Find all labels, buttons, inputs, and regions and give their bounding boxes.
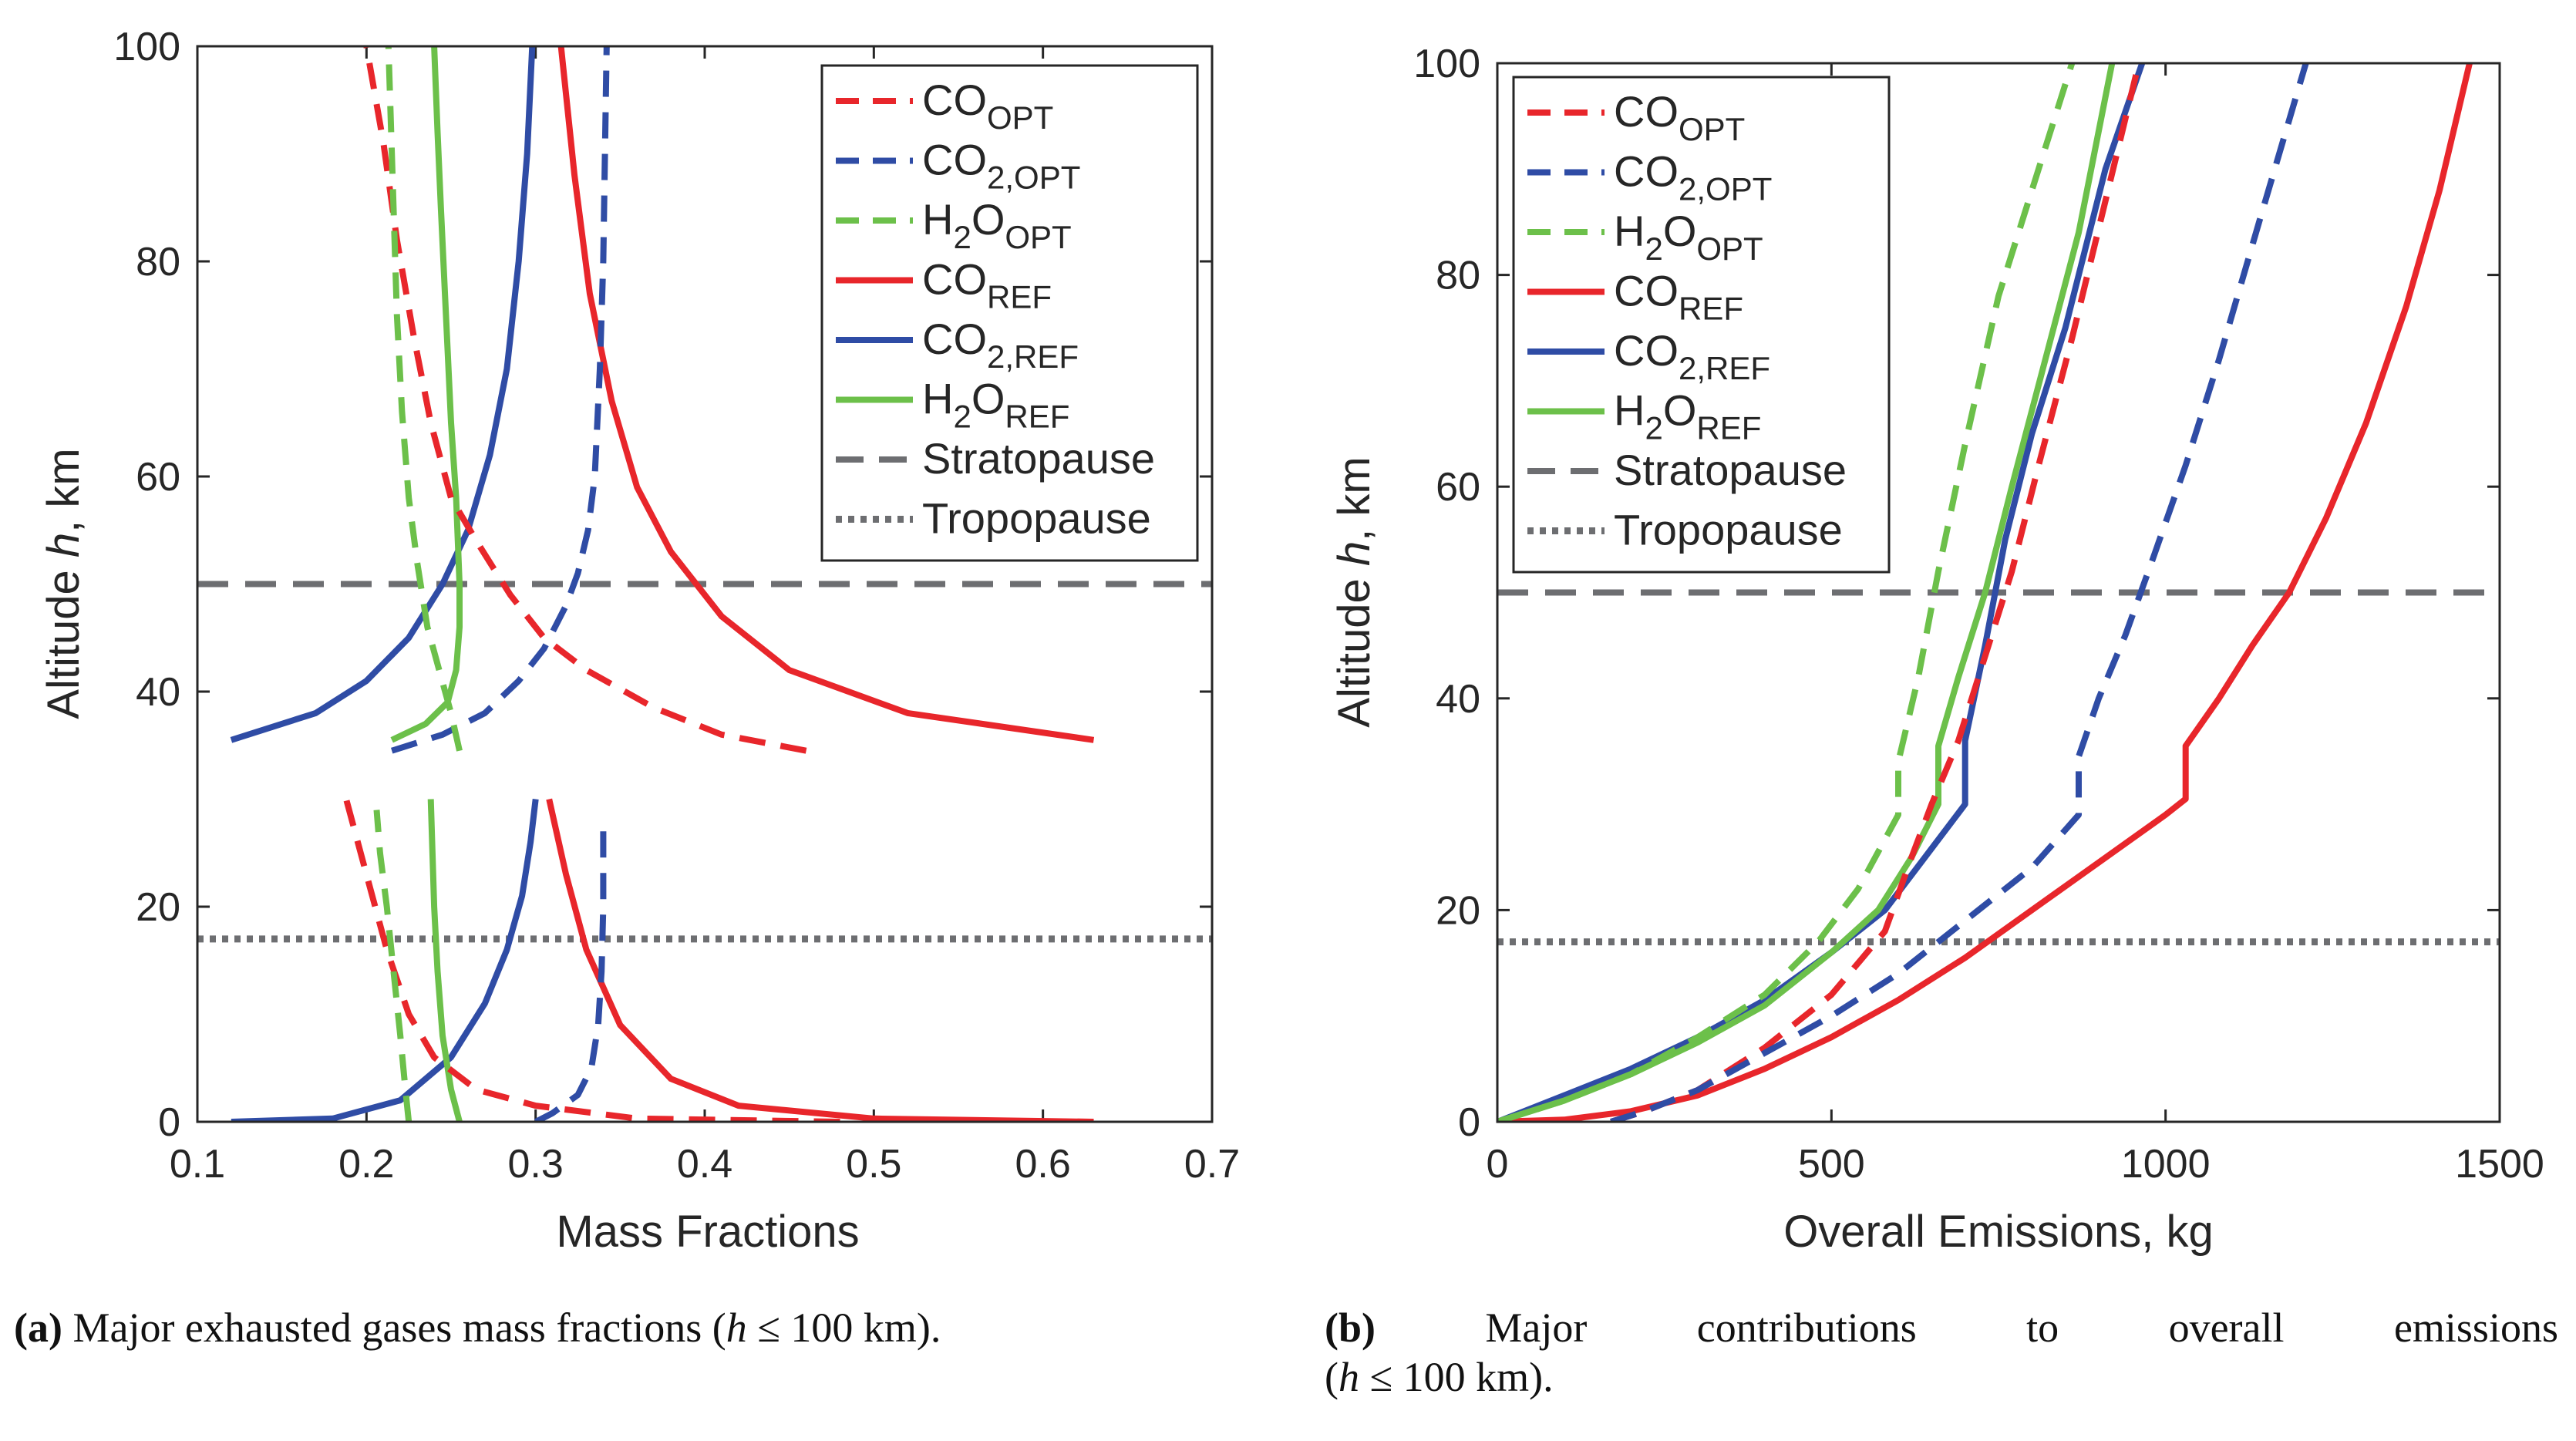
legend-label-stratopause: Stratopause [1614, 446, 1847, 494]
plot-a-ylabel: Altitude h, km [39, 448, 89, 719]
series-co-opt-1 [343, 798, 840, 1122]
x-tick-label: 0.4 [677, 1142, 732, 1187]
legend-label-h2o-ref: H2OREF [922, 375, 1069, 435]
plot-b-ylabel: Altitude h, km [1329, 456, 1379, 727]
y-tick-label: 20 [1436, 888, 1480, 933]
caption-b-text-end: ≤ 100 km). [1359, 1354, 1554, 1400]
legend-label-co2-opt: CO2,OPT [922, 136, 1080, 196]
caption-a-label: (a) [14, 1305, 62, 1351]
plot-b-legend: COOPTCO2,OPTH2OOPTCOREFCO2,REFH2OREFStra… [1512, 76, 1891, 574]
legend-label-co-ref: COREF [1614, 267, 1743, 327]
y-tick-label: 40 [136, 670, 180, 715]
plot-a-series [197, 46, 1212, 1122]
series-h2o-ref-1 [427, 799, 463, 1122]
series-co-ref-2 [557, 46, 1095, 743]
caption-b: (b) Major contributions to overall emiss… [1325, 1303, 2558, 1402]
y-tick-label: 60 [1436, 465, 1480, 510]
series-h2o-opt-2 [385, 46, 463, 752]
x-tick-label: 1000 [2121, 1142, 2211, 1187]
caption-b-line1: (b) Major contributions to overall emiss… [1325, 1303, 2558, 1352]
caption-b-word: contributions [1696, 1305, 1917, 1351]
x-tick-label: 0.7 [1184, 1142, 1240, 1187]
y-tick-label: 100 [113, 25, 180, 69]
legend-label-h2o-opt: H2OOPT [922, 195, 1072, 255]
legend-label-tropopause: Tropopause [922, 494, 1151, 543]
caption-b-var: h [1338, 1354, 1359, 1400]
x-tick-label: 0.1 [170, 1142, 225, 1187]
plot-a-legend: COOPTCO2,OPTH2OOPTCOREFCO2,REFH2OREFStra… [820, 64, 1199, 562]
x-tick-label: 0.2 [338, 1142, 394, 1187]
caption-a-text-end: ≤ 100 km). [746, 1305, 941, 1351]
y-tick-label: 80 [1436, 254, 1480, 298]
y-tick-label: 20 [136, 885, 180, 930]
x-tick-label: 0.5 [846, 1142, 901, 1187]
caption-a-text: Major exhausted gases mass fractions ( [62, 1305, 726, 1351]
legend-label-co2-ref: CO2,REF [922, 315, 1079, 375]
series-co2-ref-1 [231, 799, 539, 1122]
x-tick-label: 0.6 [1015, 1142, 1071, 1187]
y-tick-label: 40 [1436, 677, 1480, 722]
plot-b-axes-box [1496, 62, 2501, 1123]
series-co2-opt-1 [534, 820, 607, 1122]
plot-b-ticks: 0 500 1000 1500 0 20 40 60 80 100 [1413, 42, 2544, 1187]
legend-label-co-opt: COOPT [922, 76, 1053, 136]
series-co-ref-1 [546, 798, 1094, 1122]
plot-a-axes-box [196, 45, 1214, 1123]
y-tick-label: 80 [136, 240, 180, 284]
series-h2o-ref-2 [390, 46, 463, 743]
plot-a-xlabel: Mass Fractions [556, 1207, 859, 1257]
caption-b-line2: (h ≤ 100 km). [1325, 1352, 2558, 1402]
plot-b-series [1497, 63, 2500, 1122]
caption-b-paren: ( [1325, 1354, 1339, 1400]
y-tick-label: 0 [158, 1100, 180, 1145]
x-tick-label: 500 [1798, 1142, 1865, 1187]
plot-a-ticks: 0.1 0.2 0.3 0.4 0.5 0.6 0.7 0 20 40 60 80 100 [113, 25, 1240, 1187]
legend-label-h2o-opt: H2OOPT [1614, 207, 1763, 267]
series-co-ref-1 [1497, 63, 2473, 1122]
series-co2-opt-1 [1610, 63, 2309, 1122]
caption-b-word: overall [2168, 1305, 2285, 1351]
caption-b-word: emissions [2393, 1305, 2558, 1351]
legend-label-co-ref: COREF [922, 255, 1052, 315]
legend-label-tropopause: Tropopause [1614, 506, 1843, 554]
legend-label-co2-opt: CO2,OPT [1614, 147, 1772, 207]
series-co-opt-1 [1610, 63, 2142, 1122]
series-h2o-opt-1 [373, 810, 412, 1122]
legend-label-co2-ref: CO2,REF [1614, 326, 1770, 386]
legend-box [1512, 76, 1891, 574]
caption-b-label: (b) [1325, 1305, 1376, 1351]
y-tick-label: 100 [1413, 42, 1480, 86]
legend-box [820, 64, 1199, 562]
x-tick-label: 1500 [2455, 1142, 2544, 1187]
series-co2-opt-2 [390, 46, 610, 754]
legend-label-h2o-ref: H2OREF [1614, 386, 1761, 446]
x-tick-label: 0.3 [508, 1142, 564, 1187]
caption-b-word: to [2026, 1305, 2059, 1351]
series-h2o-opt-1 [1497, 63, 2076, 1122]
caption-b-word: Major [1485, 1305, 1588, 1351]
y-tick-label: 0 [1458, 1100, 1480, 1145]
caption-a-var: h [726, 1305, 747, 1351]
caption-a: (a) Major exhausted gases mass fractions… [14, 1303, 1263, 1352]
x-tick-label: 0 [1487, 1142, 1509, 1187]
legend-label-stratopause: Stratopause [922, 434, 1155, 483]
y-tick-label: 60 [136, 455, 180, 500]
legend-label-co-opt: COOPT [1614, 87, 1745, 147]
plot-b-xlabel: Overall Emissions, kg [1783, 1207, 2214, 1257]
